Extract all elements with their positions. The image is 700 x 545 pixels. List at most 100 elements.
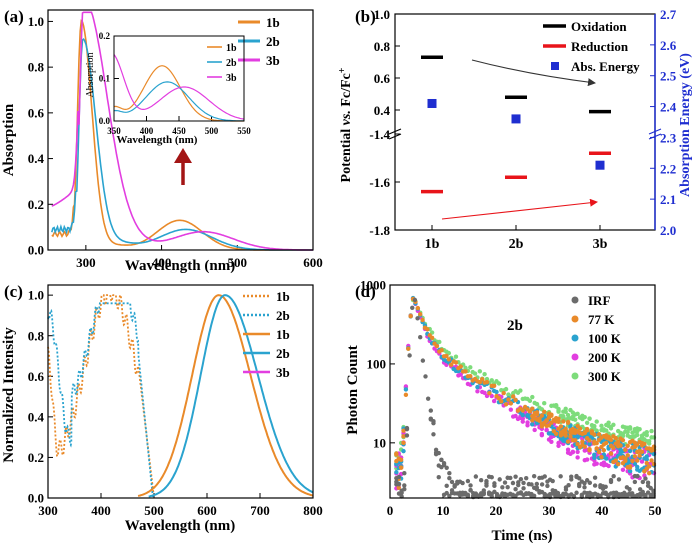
decay-point-IRF — [425, 396, 431, 401]
decay-point-IRF — [566, 483, 571, 488]
panel-c-label: (c) — [4, 282, 23, 301]
panel-b-left-tick-label: 1.0 — [374, 7, 390, 22]
decay-point-77K — [491, 383, 497, 389]
legend-marker-1 — [571, 315, 579, 323]
decay-point-300K — [635, 432, 640, 438]
decay-point-100K — [394, 470, 399, 475]
decay-point-IRF — [513, 487, 518, 492]
decay-point-IRF — [468, 488, 473, 493]
decay-point-100K — [644, 457, 649, 462]
decay-point-IRF — [418, 335, 423, 340]
ylabel-left-part-4: + — [337, 67, 348, 73]
decay-point-IRF — [558, 474, 563, 479]
decay-point-IRF — [640, 489, 646, 495]
decay-point-77K — [615, 461, 621, 467]
decay-point-200K — [458, 372, 463, 377]
decay-point-IRF — [582, 481, 587, 486]
panel-d-ylabel: Photon Count — [345, 345, 361, 435]
decay-point-IRF — [412, 297, 418, 303]
decay-point-77K — [477, 380, 483, 385]
decay-point-77K — [563, 433, 568, 438]
panel-c-xtick-label: 800 — [303, 503, 323, 518]
decay-point-IRF — [542, 474, 547, 479]
panel-c: (c) Normalized Intensity Wavelength (nm)… — [1, 282, 323, 534]
decay-point-77K — [434, 343, 440, 349]
decay-point-IRF — [436, 450, 441, 456]
decay-point-IRF — [608, 479, 614, 485]
decay-point-300K — [530, 394, 535, 400]
decay-point-IRF — [516, 480, 521, 485]
decay-point-77K — [608, 437, 614, 443]
inset-curve-3b — [113, 54, 245, 120]
legend-marker-2 — [571, 334, 579, 342]
decay-point-300K — [573, 417, 578, 422]
legend-label-0: IRF — [588, 293, 610, 308]
decay-point-IRF — [415, 316, 420, 321]
decay-point-IRF — [441, 462, 447, 468]
decay-point-300K — [644, 432, 649, 438]
legend-label-2: 1b — [276, 327, 290, 342]
decay-point-IRF — [571, 494, 577, 499]
decay-point-77K — [613, 435, 618, 441]
decay-point-300K — [644, 429, 649, 435]
decay-point-300K — [542, 401, 547, 406]
decay-point-77K — [563, 426, 568, 431]
decay-point-200K — [520, 419, 525, 424]
inset-legend-label-3b: 3b — [226, 73, 237, 84]
panel-a-ytick-label: 0.8 — [28, 60, 45, 75]
decay-point-77K — [513, 397, 518, 403]
decay-point-IRF — [643, 476, 648, 481]
decay-point-77K — [530, 406, 535, 411]
decay-point-77K — [625, 443, 630, 449]
decay-point-IRF — [404, 433, 410, 438]
decay-point-77K — [415, 305, 421, 311]
decay-point-IRF — [402, 470, 407, 476]
decay-point-IRF — [484, 483, 489, 488]
decay-point-100K — [587, 441, 592, 447]
ylabel-left-part-3: Fc/Fc — [339, 73, 354, 110]
panel-c-ylabel: Normalized Intensity — [1, 327, 17, 463]
decay-point-77K — [484, 379, 490, 385]
decay-point-77K — [408, 314, 413, 319]
panel-b-left-tick-label: -1.4 — [369, 127, 390, 142]
panel-c-ytick-label: 1.0 — [28, 288, 44, 303]
decay-point-77K — [503, 402, 509, 407]
decay-point-IRF — [431, 419, 436, 424]
panel-b-right-tick-label: 2.3 — [660, 130, 677, 145]
decay-point-IRF — [481, 488, 487, 493]
decay-point-200K — [575, 449, 580, 455]
decay-point-77K — [646, 470, 652, 476]
panel-a-ytick-label: 0.4 — [28, 151, 45, 166]
decay-point-IRF — [447, 493, 452, 499]
panel-a-frame — [47, 9, 314, 251]
decay-point-IRF — [500, 485, 505, 490]
decay-point-IRF — [404, 425, 410, 431]
decay-point-77K — [623, 447, 628, 453]
legend-label-3: 200 K — [588, 350, 622, 365]
decay-point-IRF — [529, 482, 534, 487]
decay-point-300K — [637, 426, 642, 432]
decay-point-300K — [611, 422, 616, 427]
decay-point-IRF — [592, 483, 598, 488]
inset-ytick-label: 0.1 — [99, 74, 111, 84]
decay-point-300K — [503, 386, 509, 392]
decay-point-77K — [599, 454, 604, 460]
decay-point-77K — [618, 443, 623, 448]
decay-point-77K — [508, 401, 514, 406]
decay-point-IRF — [627, 487, 632, 492]
decay-point-IRF — [492, 481, 497, 486]
panel-a-xtick-label: 600 — [303, 255, 323, 270]
decay-point-IRF — [502, 480, 508, 485]
panel-b-xtick-label: 3b — [593, 237, 608, 252]
excitation-1b — [47, 294, 155, 499]
decay-point-IRF — [577, 476, 582, 481]
decay-point-IRF — [447, 475, 452, 481]
inset-ylabel: Absorption — [85, 53, 96, 98]
decay-point-77K — [642, 441, 647, 447]
decay-point-IRF — [648, 485, 653, 491]
abs-energy-point-3b — [595, 160, 605, 170]
decay-point-IRF — [407, 353, 412, 358]
panel-a-ytick-label: 1.0 — [28, 14, 44, 29]
decay-point-IRF — [468, 483, 473, 488]
decay-point-IRF — [460, 480, 465, 486]
